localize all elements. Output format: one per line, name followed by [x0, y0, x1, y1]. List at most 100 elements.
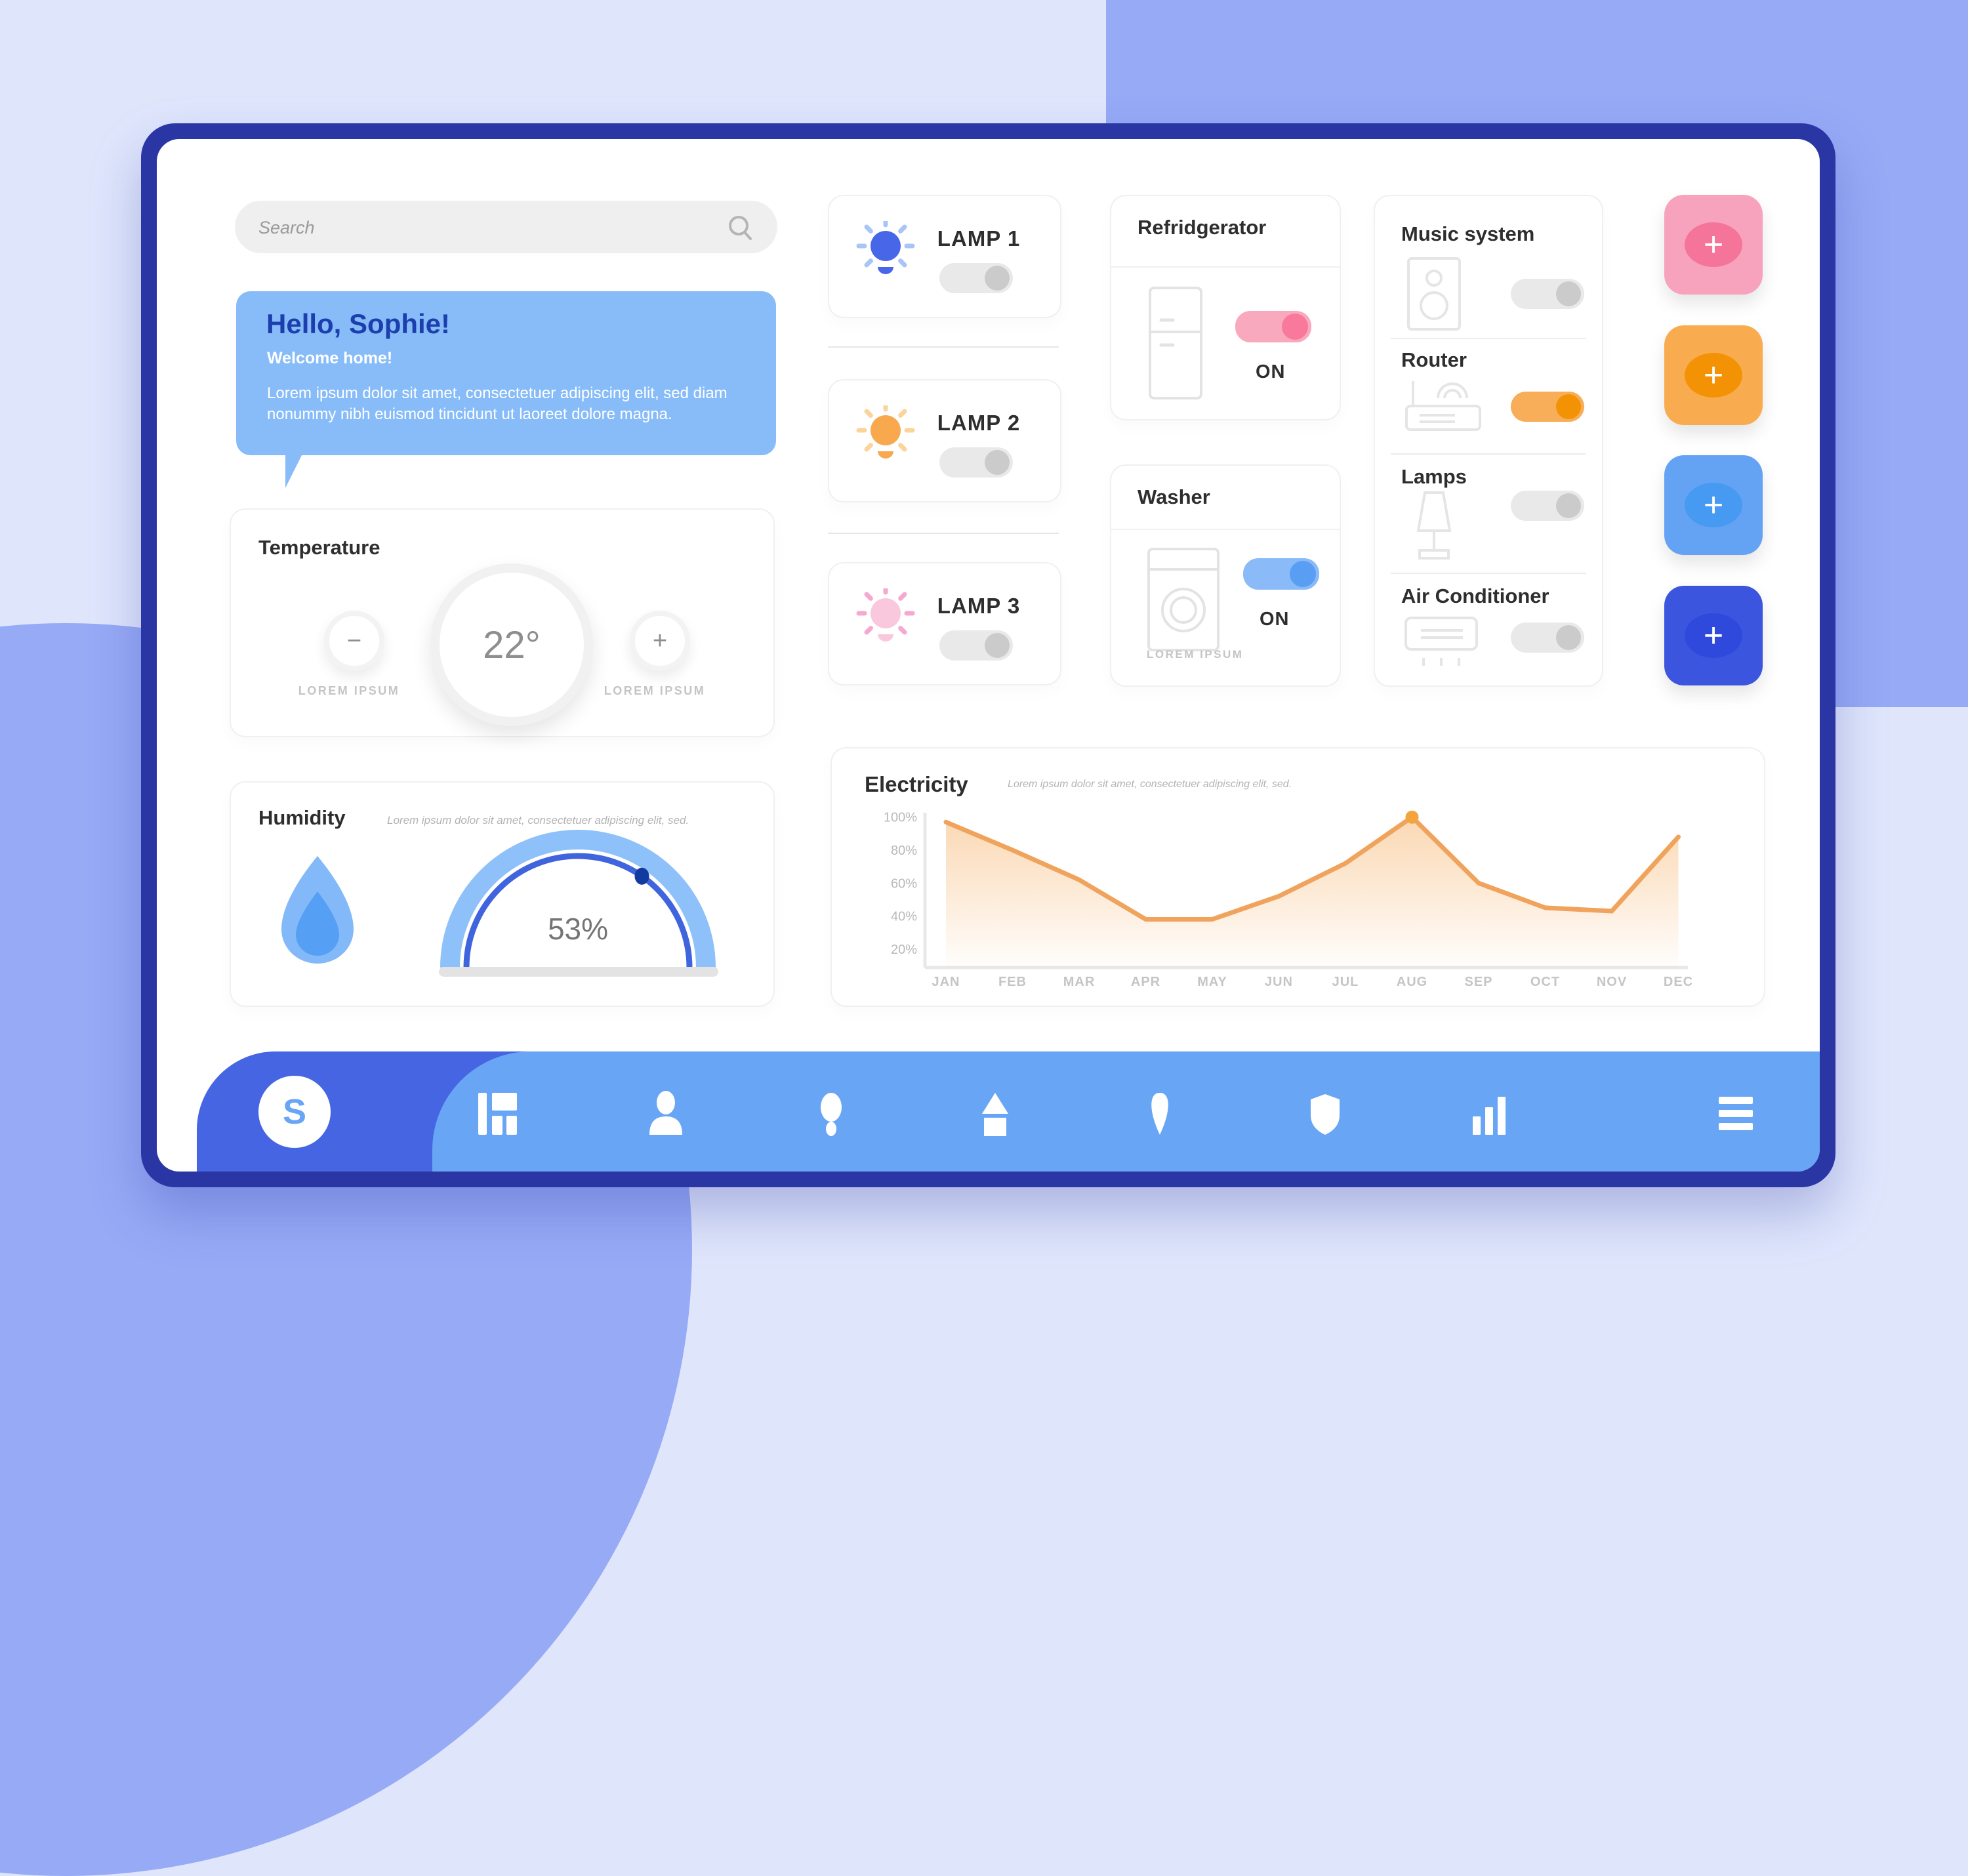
temperature-plus-label: LOREM IPSUM — [604, 684, 706, 697]
search-bar — [235, 201, 777, 255]
temperature-minus-button[interactable]: − — [324, 611, 384, 671]
temperature-card: Temperature − 22° + LOREM IPSUM LOREM IP… — [230, 508, 775, 737]
greeting-card: Hello, Sophie! Welcome home! Lorem ipsum… — [236, 291, 776, 455]
device-router-label: Router — [1401, 348, 1467, 371]
router-toggle-knob — [1556, 394, 1581, 419]
menu-icon[interactable] — [1708, 1084, 1767, 1143]
svg-text:MAR: MAR — [1063, 975, 1096, 989]
shield-icon[interactable] — [1296, 1084, 1355, 1143]
lamp-3-card: LAMP 3 — [828, 562, 1061, 685]
lamp-1-toggle[interactable] — [939, 263, 1013, 293]
lamp-2-card: LAMP 2 — [828, 379, 1061, 502]
add-device-button-lightblue[interactable]: + — [1664, 455, 1763, 555]
svg-text:SEP: SEP — [1464, 975, 1492, 989]
refrigerator-card: Refridgerator ON — [1110, 195, 1341, 420]
lamp-3-label: LAMP 3 — [937, 594, 1021, 618]
stats-bars-icon[interactable] — [1460, 1084, 1519, 1143]
add-device-button-blue[interactable]: + — [1664, 586, 1763, 685]
svg-text:MAY: MAY — [1197, 975, 1227, 989]
electricity-card: Electricity Lorem ipsum dolor sit amet, … — [830, 747, 1765, 1007]
electricity-subtitle: Lorem ipsum dolor sit amet, consectetuer… — [1008, 779, 1292, 790]
divider — [1111, 266, 1340, 268]
add-device-button-pink[interactable]: + — [1664, 195, 1763, 295]
lamp-1-bulb-icon — [856, 221, 915, 274]
greeting-subtitle: Welcome home! — [267, 349, 393, 367]
washer-card: Washer ON LOREM IPSUM — [1110, 464, 1341, 687]
svg-text:40%: 40% — [891, 910, 917, 924]
electricity-title: Electricity — [865, 772, 968, 796]
lamps-toggle[interactable] — [1511, 491, 1584, 521]
location-pin-icon[interactable] — [1130, 1084, 1189, 1143]
lamp-3-toggle[interactable] — [939, 630, 1013, 661]
svg-text:100%: 100% — [884, 811, 917, 825]
svg-text:JUN: JUN — [1265, 975, 1293, 989]
temperature-plus-button[interactable]: + — [630, 611, 690, 671]
svg-text:80%: 80% — [891, 844, 917, 858]
home-eject-icon[interactable] — [966, 1084, 1025, 1143]
svg-text:FEB: FEB — [998, 975, 1027, 989]
greeting-body: Lorem ipsum dolor sit amet, consectetuer… — [267, 384, 728, 423]
svg-text:NOV: NOV — [1597, 975, 1627, 989]
user-icon[interactable] — [636, 1084, 695, 1143]
search-input[interactable] — [257, 201, 719, 255]
add-device-button-orange[interactable]: + — [1664, 325, 1763, 425]
plus-icon: + — [1685, 222, 1742, 267]
humidity-subtitle: Lorem ipsum dolor sit amet, consectetuer… — [387, 814, 689, 826]
humidity-title: Humidity — [258, 806, 346, 829]
humidity-gauge-base — [439, 967, 718, 977]
humidity-card: Humidity Lorem ipsum dolor sit amet, con… — [230, 781, 775, 1007]
humidity-value: 53% — [547, 912, 609, 946]
logo-s[interactable]: S — [258, 1076, 331, 1148]
svg-text:JUL: JUL — [1332, 975, 1359, 989]
water-drop-icon — [281, 856, 354, 964]
refrigerator-toggle-knob — [1282, 314, 1308, 340]
humidity-gauge[interactable] — [420, 830, 735, 977]
lamp-2-label: LAMP 2 — [937, 411, 1021, 435]
refrigerator-title: Refridgerator — [1138, 216, 1267, 239]
table-lamp-icon — [1416, 491, 1452, 560]
devices-card: Music system Router Lamps — [1374, 195, 1603, 687]
lightbulb-icon[interactable] — [802, 1084, 861, 1143]
lamps-toggle-knob — [1556, 493, 1581, 518]
refrigerator-icon — [1149, 287, 1202, 399]
device-ac-label: Air Conditioner — [1401, 584, 1549, 607]
svg-text:DEC: DEC — [1664, 975, 1693, 989]
router-toggle[interactable] — [1511, 392, 1584, 422]
lamp-1-label: LAMP 1 — [937, 226, 1021, 251]
electricity-chart: 100% 80% 60% 40% 20% JAN FEB MAR APR MAY JUN JUL AUG… — [832, 748, 1764, 1006]
lamp-1-toggle-knob — [985, 266, 1010, 291]
temperature-minus-label: LOREM IPSUM — [298, 684, 400, 697]
speaker-icon — [1407, 257, 1461, 331]
refrigerator-status: ON — [1256, 361, 1286, 382]
bottom-nav: S — [157, 1051, 1820, 1172]
svg-text:60%: 60% — [891, 876, 917, 891]
washer-toggle[interactable] — [1243, 558, 1319, 590]
lamp-1-card: LAMP 1 — [828, 195, 1061, 318]
washer-title: Washer — [1138, 485, 1210, 508]
air-conditioner-toggle[interactable] — [1511, 622, 1584, 653]
greeting-tail — [285, 454, 319, 488]
divider — [1391, 453, 1586, 455]
washer-status: ON — [1260, 609, 1290, 630]
temperature-dial[interactable]: 22° — [430, 563, 593, 726]
refrigerator-toggle[interactable] — [1235, 311, 1311, 342]
music-system-toggle-knob — [1556, 281, 1581, 306]
device-music-label: Music system — [1401, 222, 1535, 245]
svg-text:APR: APR — [1131, 975, 1160, 989]
lamp-divider — [828, 533, 1059, 534]
dashboard-screen: Hello, Sophie! Welcome home! Lorem ipsum… — [157, 139, 1820, 1172]
svg-text:JAN: JAN — [932, 975, 960, 989]
search-icon[interactable] — [726, 214, 755, 243]
air-conditioner-icon — [1404, 617, 1478, 666]
washer-toggle-knob — [1290, 561, 1316, 587]
lamp-2-toggle[interactable] — [939, 447, 1013, 478]
tablet-frame: Hello, Sophie! Welcome home! Lorem ipsum… — [141, 123, 1835, 1187]
dashboard-columns-icon[interactable] — [471, 1084, 530, 1143]
lamp-2-toggle-knob — [985, 450, 1010, 475]
svg-text:AUG: AUG — [1397, 975, 1427, 989]
music-system-toggle[interactable] — [1511, 279, 1584, 309]
svg-text:20%: 20% — [891, 943, 917, 957]
plus-icon: + — [1685, 613, 1742, 658]
divider — [1111, 529, 1340, 530]
lamp-3-bulb-icon — [856, 588, 915, 642]
